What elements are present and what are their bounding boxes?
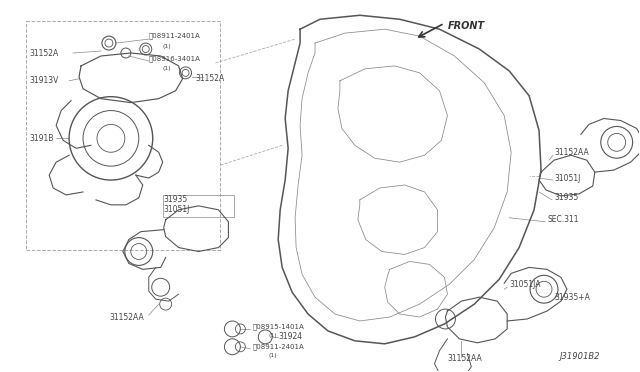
Text: ⓝ08911-2401A: ⓝ08911-2401A	[252, 343, 304, 350]
Text: J31901B2: J31901B2	[559, 352, 600, 361]
Text: 31152A: 31152A	[196, 74, 225, 83]
Text: ⓞ08916-3401A: ⓞ08916-3401A	[148, 56, 200, 62]
Text: 31913V: 31913V	[29, 76, 59, 85]
Text: (1): (1)	[163, 44, 172, 49]
Text: 31935: 31935	[554, 193, 578, 202]
Text: (1): (1)	[268, 353, 277, 358]
Text: 31152AA: 31152AA	[447, 354, 482, 363]
Text: ⓝ08911-2401A: ⓝ08911-2401A	[148, 33, 200, 39]
Text: 31924: 31924	[278, 332, 302, 341]
Text: (1): (1)	[163, 66, 172, 71]
Text: 31152AA: 31152AA	[109, 312, 143, 321]
Bar	[163, 195, 234, 217]
Text: 3191B: 3191B	[29, 134, 54, 143]
Text: 31051JA: 31051JA	[509, 280, 541, 289]
Text: 31935+A: 31935+A	[554, 293, 590, 302]
Bar	[26, 21, 220, 250]
Text: 31935: 31935	[164, 195, 188, 204]
Text: ⓝ08915-1401A: ⓝ08915-1401A	[252, 324, 304, 330]
Text: FRONT: FRONT	[447, 21, 484, 31]
Text: 31051J: 31051J	[554, 174, 580, 183]
Text: 31152A: 31152A	[29, 48, 58, 58]
Text: (1): (1)	[268, 333, 277, 339]
Text: SEC.311: SEC.311	[547, 215, 579, 224]
Text: 31152AA: 31152AA	[554, 148, 589, 157]
Text: 31051J: 31051J	[164, 205, 190, 214]
